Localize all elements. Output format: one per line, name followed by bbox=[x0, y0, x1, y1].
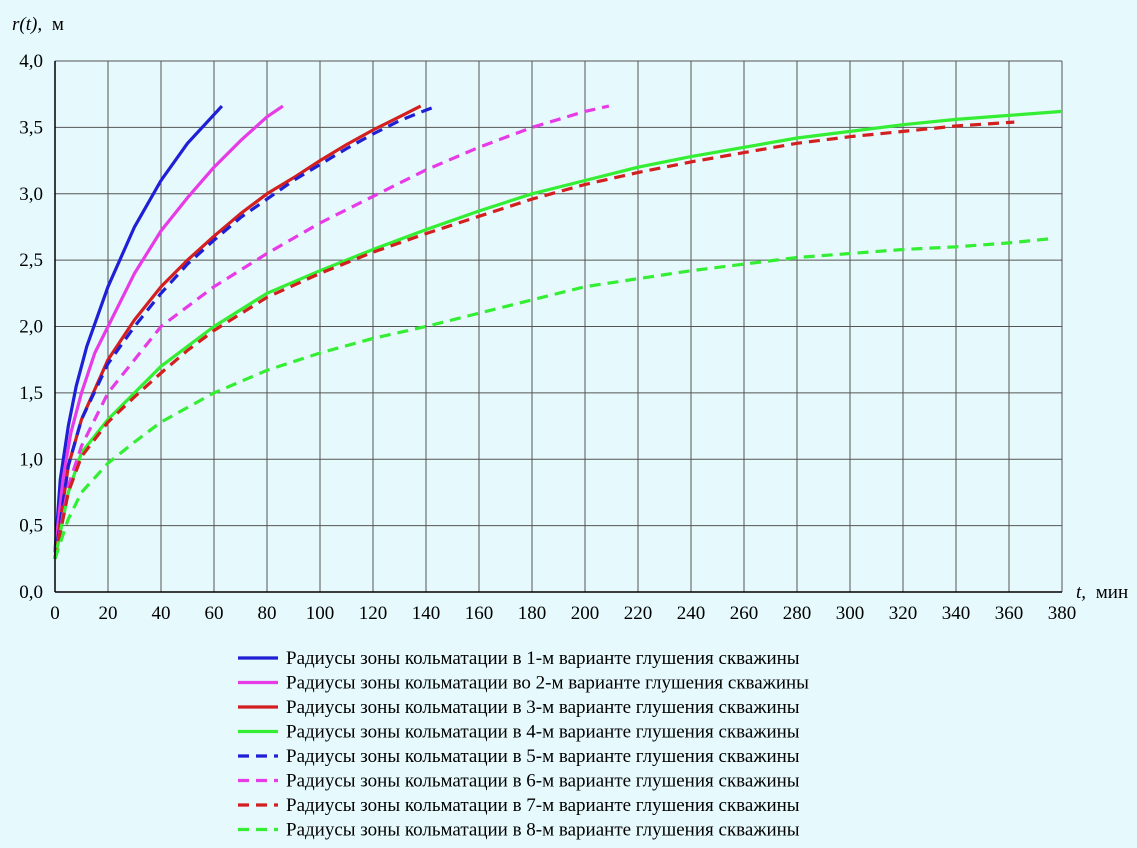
y-tick-label: 3,0 bbox=[19, 184, 43, 205]
x-tick-label: 120 bbox=[359, 603, 388, 624]
y-axis-title-unit: м bbox=[52, 14, 64, 35]
x-axis-title-var: t, bbox=[1076, 582, 1086, 603]
y-tick-label: 4,0 bbox=[19, 51, 43, 72]
legend-label-2: Радиусы зоны кольматации во 2-м варианте… bbox=[286, 673, 809, 694]
y-axis-title-var: r(t), bbox=[12, 14, 42, 35]
x-tick-label: 220 bbox=[624, 603, 653, 624]
series-group bbox=[53, 104, 1063, 560]
axes: 0 20 40 60 80 100 120 140 160 180 200 220 240 260 280 3… bbox=[19, 51, 1076, 624]
legend: Радиусы зоны кольматации в 1-м варианте … bbox=[238, 648, 809, 841]
x-tick-label: 60 bbox=[205, 603, 224, 624]
series-line-4 bbox=[53, 109, 1063, 560]
series-line-7 bbox=[53, 120, 1015, 560]
legend-label-6: Радиусы зоны кольматации в 6-м варианте … bbox=[286, 771, 800, 792]
x-tick-label: 0 bbox=[50, 603, 60, 624]
x-tick-label: 340 bbox=[942, 603, 971, 624]
x-tick-label: 360 bbox=[995, 603, 1024, 624]
x-tick-label: 140 bbox=[412, 603, 441, 624]
x-tick-label: 180 bbox=[518, 603, 547, 624]
y-axis-title: r(t), м bbox=[12, 14, 64, 35]
y-tick-label: 0,0 bbox=[19, 582, 43, 603]
x-tick-label: 160 bbox=[465, 603, 494, 624]
x-tick-label: 100 bbox=[306, 603, 335, 624]
legend-label-1: Радиусы зоны кольматации в 1-м варианте … bbox=[286, 648, 800, 669]
y-tick-label: 1,0 bbox=[19, 449, 43, 470]
x-axis-title: t, мин bbox=[1076, 582, 1128, 603]
y-tick-label: 2,0 bbox=[19, 317, 43, 338]
y-tick-label: 3,5 bbox=[19, 117, 43, 138]
series-line-8 bbox=[53, 237, 1049, 560]
y-tick-label: 0,5 bbox=[19, 516, 43, 537]
series-line-1 bbox=[53, 105, 224, 553]
series-line-5 bbox=[53, 104, 438, 560]
y-tick-label: 1,5 bbox=[19, 383, 43, 404]
x-tick-label: 300 bbox=[836, 603, 865, 624]
series-line-2 bbox=[53, 104, 284, 553]
x-tick-label: 280 bbox=[783, 603, 812, 624]
x-tick-label: 40 bbox=[152, 603, 171, 624]
series-line-3 bbox=[53, 104, 422, 560]
x-tick-label: 240 bbox=[677, 603, 706, 624]
x-tick-label: 80 bbox=[258, 603, 277, 624]
x-tick-label: 320 bbox=[889, 603, 918, 624]
y-tick-label: 2,5 bbox=[19, 250, 43, 271]
x-axis-title-unit: мин bbox=[1096, 582, 1128, 603]
x-tick-label: 200 bbox=[571, 603, 600, 624]
legend-label-3: Радиусы зоны кольматации в 3-м варианте … bbox=[286, 697, 800, 718]
x-tick-label: 260 bbox=[730, 603, 759, 624]
series-line-6 bbox=[53, 104, 610, 560]
grid bbox=[54, 60, 1063, 593]
legend-label-5: Радиусы зоны кольматации в 5-м варианте … bbox=[286, 746, 800, 767]
x-tick-label: 20 bbox=[99, 603, 118, 624]
legend-label-7: Радиусы зоны кольматации в 7-м варианте … bbox=[286, 795, 800, 816]
legend-label-4: Радиусы зоны кольматации в 4-м варианте … bbox=[286, 722, 800, 743]
legend-label-8: Радиусы зоны кольматации в 8-м варианте … bbox=[286, 820, 800, 841]
x-tick-label: 380 bbox=[1048, 603, 1077, 624]
